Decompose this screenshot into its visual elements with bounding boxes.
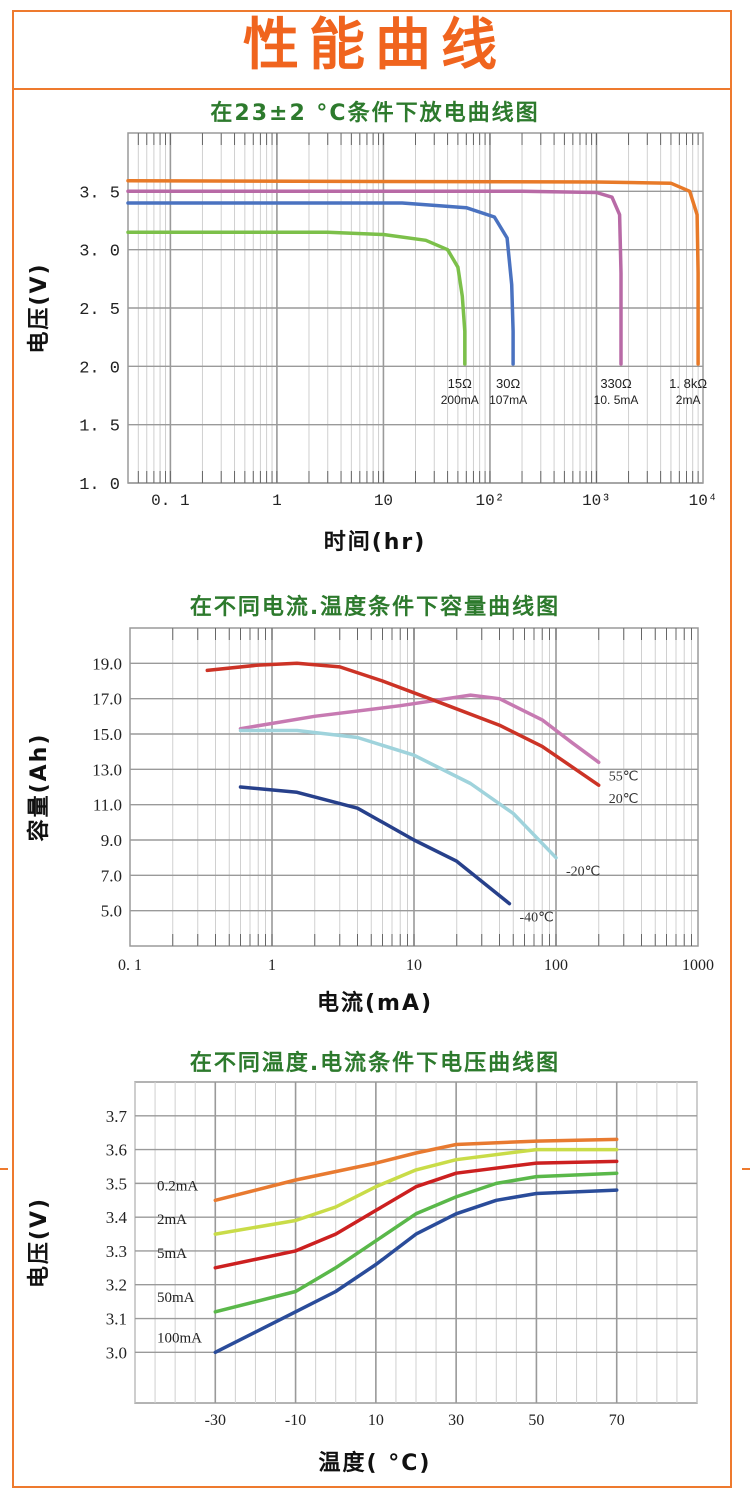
series-sublabel: 10. 5mA — [594, 393, 639, 407]
x-tick-label: 100 — [544, 957, 568, 974]
right-edge-tick — [742, 1168, 750, 1170]
series-label: 55℃ — [609, 769, 639, 784]
y-axis-label: 容量(Ah) — [26, 733, 52, 842]
series-line-1-4 — [126, 179, 700, 366]
left-edge-tick — [0, 1168, 8, 1170]
series-sublabel: 200mA — [441, 393, 479, 407]
series-line-1-3 — [126, 189, 623, 366]
y-tick-label: 2. 0 — [79, 359, 120, 378]
series-label: 1. 8kΩ — [669, 376, 707, 391]
series-line-3-1 — [213, 1137, 619, 1203]
series-label: 5mA — [157, 1246, 187, 1262]
x-tick-label: 10³ — [582, 492, 611, 510]
series-label: 100mA — [157, 1330, 202, 1346]
x-tick-label: 0. 1 — [118, 957, 142, 974]
chart-title-1: 在23±2 °C条件下放电曲线图 — [210, 100, 539, 126]
y-tick-label: 17.0 — [92, 690, 122, 709]
y-tick-label: 9.0 — [101, 831, 122, 850]
x-tick-label: 10 — [368, 1412, 384, 1429]
y-axis-label: 电压(V) — [27, 262, 52, 353]
x-axis-label: 时间(hr) — [324, 530, 427, 555]
x-tick-label: 10 — [374, 492, 393, 510]
y-tick-label: 3.3 — [106, 1242, 127, 1261]
y-tick-label: 3.0 — [106, 1343, 127, 1362]
series-line-1-1 — [126, 230, 467, 366]
series-sublabel: 2mA — [676, 393, 701, 407]
y-tick-label: 1. 5 — [79, 418, 120, 437]
series-line-3-4 — [213, 1171, 619, 1314]
x-tick-label: 70 — [609, 1412, 625, 1429]
series-line-2-2 — [205, 661, 601, 787]
y-tick-label: 3.6 — [106, 1141, 127, 1160]
y-tick-label: 3.5 — [106, 1174, 127, 1193]
y-tick-label: 11.0 — [93, 796, 122, 815]
x-tick-label: 50 — [528, 1412, 544, 1429]
chart-title-3: 在不同温度.电流条件下电压曲线图 — [190, 1050, 560, 1076]
x-axis-label: 温度( °C) — [319, 1450, 432, 1476]
series-label: 15Ω — [448, 376, 472, 391]
header-band — [12, 10, 732, 90]
x-axis-label: 电流(mA) — [317, 990, 433, 1016]
page-title: 性能曲线 — [243, 13, 507, 78]
series-label: 50mA — [157, 1290, 195, 1306]
x-tick-label: -30 — [205, 1412, 226, 1429]
series-label: 20℃ — [609, 792, 639, 807]
y-tick-label: 3.7 — [106, 1107, 128, 1126]
y-tick-label: 13.0 — [92, 760, 122, 779]
x-tick-label: 1 — [268, 957, 276, 974]
y-tick-label: 3.4 — [106, 1208, 128, 1227]
x-tick-label: 10⁴ — [689, 492, 718, 510]
page-frame — [12, 10, 732, 1488]
y-tick-label: 7.0 — [101, 866, 122, 885]
x-tick-label: 1000 — [682, 957, 714, 974]
x-tick-label: 0. 1 — [151, 492, 189, 510]
y-tick-label: 1. 0 — [79, 476, 120, 495]
series-line-1-2 — [126, 201, 515, 366]
series-sublabel: 107mA — [489, 393, 527, 407]
series-label: 0.2mA — [157, 1178, 198, 1194]
y-tick-label: 3. 5 — [79, 184, 120, 203]
series-label: -40℃ — [519, 911, 553, 926]
y-tick-label: 19.0 — [92, 654, 122, 673]
y-tick-label: 15.0 — [92, 725, 122, 744]
series-line-2-4 — [238, 785, 512, 906]
series-label: 30Ω — [496, 376, 520, 391]
x-tick-label: 30 — [448, 1412, 464, 1429]
y-tick-label: 3.2 — [106, 1276, 127, 1295]
y-axis-label: 电压(V) — [27, 1197, 52, 1288]
series-line-3-5 — [213, 1188, 619, 1355]
y-tick-label: 3.1 — [106, 1310, 127, 1329]
x-tick-label: 1 — [272, 492, 282, 510]
x-tick-label: 10² — [476, 492, 505, 510]
series-line-3-2 — [213, 1147, 619, 1236]
series-line-2-1 — [238, 693, 601, 765]
y-tick-label: 3. 0 — [79, 243, 120, 262]
series-line-2-3 — [238, 728, 558, 860]
y-tick-label: 2. 5 — [79, 301, 120, 320]
chart-title-2: 在不同电流.温度条件下容量曲线图 — [190, 594, 560, 620]
y-tick-label: 5.0 — [101, 902, 122, 921]
series-label: -20℃ — [566, 865, 600, 880]
x-tick-label: 10 — [406, 957, 422, 974]
series-label: 2mA — [157, 1212, 187, 1228]
x-tick-label: -10 — [285, 1412, 306, 1429]
series-label: 330Ω — [600, 376, 632, 391]
series-line-3-3 — [213, 1159, 619, 1270]
